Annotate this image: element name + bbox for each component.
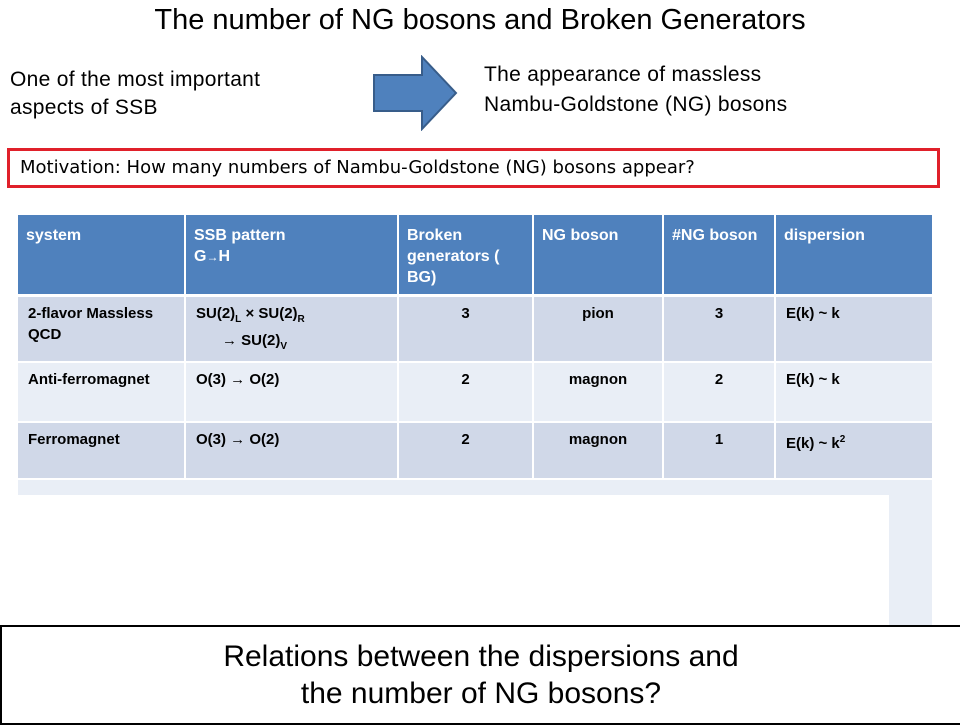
cell-ssb-pattern: SU(2)L × SU(2)R → SU(2)V bbox=[185, 295, 399, 363]
header-ssb-h: H bbox=[218, 248, 231, 265]
cell-num-ng-boson: 2 bbox=[663, 362, 776, 423]
ssb-part-a: SU(2) bbox=[196, 305, 236, 322]
cell-ng-boson: pion bbox=[533, 295, 664, 363]
header-ng-boson: NG boson bbox=[533, 215, 664, 297]
comparison-table: system SSB pattern G→H Broken generators… bbox=[18, 215, 932, 480]
cell-broken-generators: 2 bbox=[398, 422, 534, 480]
table-header-row: system SSB pattern G→H Broken generators… bbox=[18, 215, 932, 297]
cell-ssb-pattern: O(3) → O(2) bbox=[185, 422, 399, 480]
header-ssb-arrow: → bbox=[206, 250, 219, 264]
ng-boson-line1: The appearance of massless bbox=[484, 63, 762, 86]
ssb-part-times: × SU(2) bbox=[241, 305, 298, 322]
header-system: system bbox=[18, 215, 186, 297]
ssb-part-line2: → SU(2) bbox=[222, 332, 281, 349]
dispersion-exponent: 2 bbox=[839, 434, 846, 445]
conclusion-box: Relations between the dispersions and th… bbox=[0, 625, 960, 725]
header-broken-generators: Broken generators ( BG) bbox=[398, 215, 534, 297]
header-num-ng-boson: #NG boson bbox=[663, 215, 776, 297]
cell-num-ng-boson: 3 bbox=[663, 295, 776, 363]
cell-dispersion: E(k) ~ k bbox=[775, 362, 932, 423]
table-row: Anti-ferromagnet O(3) → O(2) 2 magnon 2 … bbox=[18, 362, 932, 423]
header-dispersion: dispersion bbox=[775, 215, 932, 297]
cell-system: Ferromagnet bbox=[18, 422, 186, 480]
slide-title: The number of NG bosons and Broken Gener… bbox=[154, 4, 806, 36]
ssb-aspect-note: One of the most important aspects of SSB bbox=[10, 66, 260, 122]
header-ssb-pattern: SSB pattern G→H bbox=[185, 215, 399, 297]
cell-dispersion: E(k) ~ k2 bbox=[775, 422, 932, 480]
ssb-sub-l: L bbox=[235, 314, 242, 325]
ssb-aspect-line2: aspects of SSB bbox=[10, 96, 158, 119]
header-ssb-g: G bbox=[194, 248, 207, 265]
cell-system: Anti-ferromagnet bbox=[18, 362, 186, 423]
table-row: 2-flavor Massless QCD SU(2)L × SU(2)R → … bbox=[18, 295, 932, 363]
cell-ng-boson: magnon bbox=[533, 362, 664, 423]
cell-num-ng-boson: 1 bbox=[663, 422, 776, 480]
conclusion-line1: Relations between the dispersions and bbox=[223, 640, 739, 673]
cell-ssb-pattern: O(3) → O(2) bbox=[185, 362, 399, 423]
right-arrow-icon bbox=[373, 55, 458, 131]
cell-broken-generators: 3 bbox=[398, 295, 534, 363]
ssb-aspect-line1: One of the most important bbox=[10, 68, 261, 91]
table-side-strip bbox=[889, 495, 932, 625]
cell-ng-boson: magnon bbox=[533, 422, 664, 480]
dispersion-base: E(k) ~ k bbox=[786, 435, 840, 452]
motivation-box: Motivation: How many numbers of Nambu-Go… bbox=[7, 148, 940, 188]
ng-boson-note: The appearance of massless Nambu-Goldsto… bbox=[484, 60, 787, 120]
cell-system: 2-flavor Massless QCD bbox=[18, 295, 186, 363]
ssb-sub-r: R bbox=[297, 314, 305, 325]
cell-dispersion: E(k) ~ k bbox=[775, 295, 932, 363]
header-ssb-line1: SSB pattern bbox=[194, 227, 286, 244]
ssb-sub-v: V bbox=[280, 341, 288, 352]
cell-broken-generators: 2 bbox=[398, 362, 534, 423]
ng-boson-line2: Nambu-Goldstone (NG) bosons bbox=[484, 93, 788, 116]
comparison-table-wrap: system SSB pattern G→H Broken generators… bbox=[18, 215, 932, 495]
table-row: Ferromagnet O(3) → O(2) 2 magnon 1 E(k) … bbox=[18, 422, 932, 480]
conclusion-line2: the number of NG bosons? bbox=[300, 677, 662, 710]
